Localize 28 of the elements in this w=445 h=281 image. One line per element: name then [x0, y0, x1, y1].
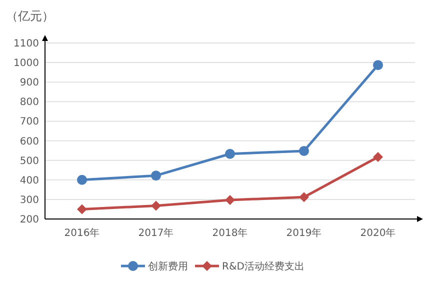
y-tick-label: 300 — [20, 194, 39, 206]
y-tick-label: 1100 — [14, 38, 39, 50]
y-tick-label: 800 — [20, 97, 39, 108]
y-tick-label: 600 — [20, 136, 39, 148]
point — [299, 146, 309, 156]
x-tick-label: 2016年 — [64, 227, 100, 239]
point — [299, 192, 309, 202]
x-tick-label: 2018年 — [212, 227, 248, 239]
legend-label: R&D活动经费支出 — [222, 260, 304, 272]
y-tick-label: 900 — [20, 78, 39, 89]
y-tick-label: 700 — [20, 116, 39, 128]
point — [225, 148, 235, 159]
x-tick-label: 2020年 — [360, 227, 396, 239]
point — [225, 195, 235, 206]
point — [373, 60, 383, 70]
point — [77, 204, 87, 214]
x-tick-label: 2019年 — [286, 227, 322, 239]
x-tick-label: 2017年 — [138, 227, 174, 239]
y-tick-label: 200 — [20, 214, 39, 226]
point — [151, 200, 161, 211]
point — [373, 152, 383, 162]
y-axis-title: （亿元） — [6, 9, 54, 23]
point — [151, 170, 161, 181]
legend-label: 创新费用 — [148, 260, 188, 272]
y-tick-label: 400 — [20, 175, 39, 186]
y-tick-label: 500 — [20, 156, 39, 167]
point — [77, 174, 87, 185]
y-tick-label: 1000 — [14, 58, 39, 70]
